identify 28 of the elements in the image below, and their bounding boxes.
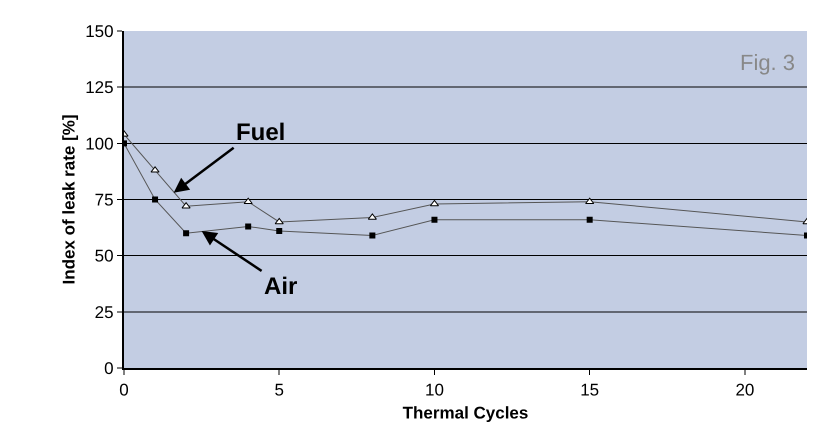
y-tick-label: 25	[94, 302, 114, 322]
y-tick-label: 100	[85, 134, 114, 154]
y-tick-label: 50	[94, 246, 114, 266]
y-tick-label: 150	[85, 22, 114, 41]
x-tick-label: 10	[424, 380, 444, 400]
y-tick-label: 0	[104, 358, 114, 378]
x-tick-label: 15	[580, 380, 600, 400]
annotation: Air	[264, 273, 298, 300]
y-tick-label: 75	[94, 190, 114, 210]
point	[150, 166, 160, 173]
point	[586, 216, 593, 223]
point	[430, 200, 439, 206]
x-axis-title: Thermal Cycles	[402, 403, 528, 422]
annotation: Fuel	[236, 119, 286, 146]
point	[368, 213, 377, 220]
annotation: Fig. 3	[740, 50, 796, 75]
point	[431, 216, 438, 223]
point	[369, 232, 376, 238]
point	[183, 230, 190, 236]
point	[276, 228, 282, 234]
x-tick-label: 5	[274, 380, 284, 400]
point	[245, 223, 252, 230]
point	[274, 218, 284, 224]
y-tick-label: 125	[85, 78, 114, 98]
x-tick-label: 0	[119, 380, 129, 400]
point	[152, 196, 158, 202]
y-axis-title: Index of leak rate [%]	[59, 114, 78, 285]
x-tick-label: 20	[735, 380, 754, 400]
